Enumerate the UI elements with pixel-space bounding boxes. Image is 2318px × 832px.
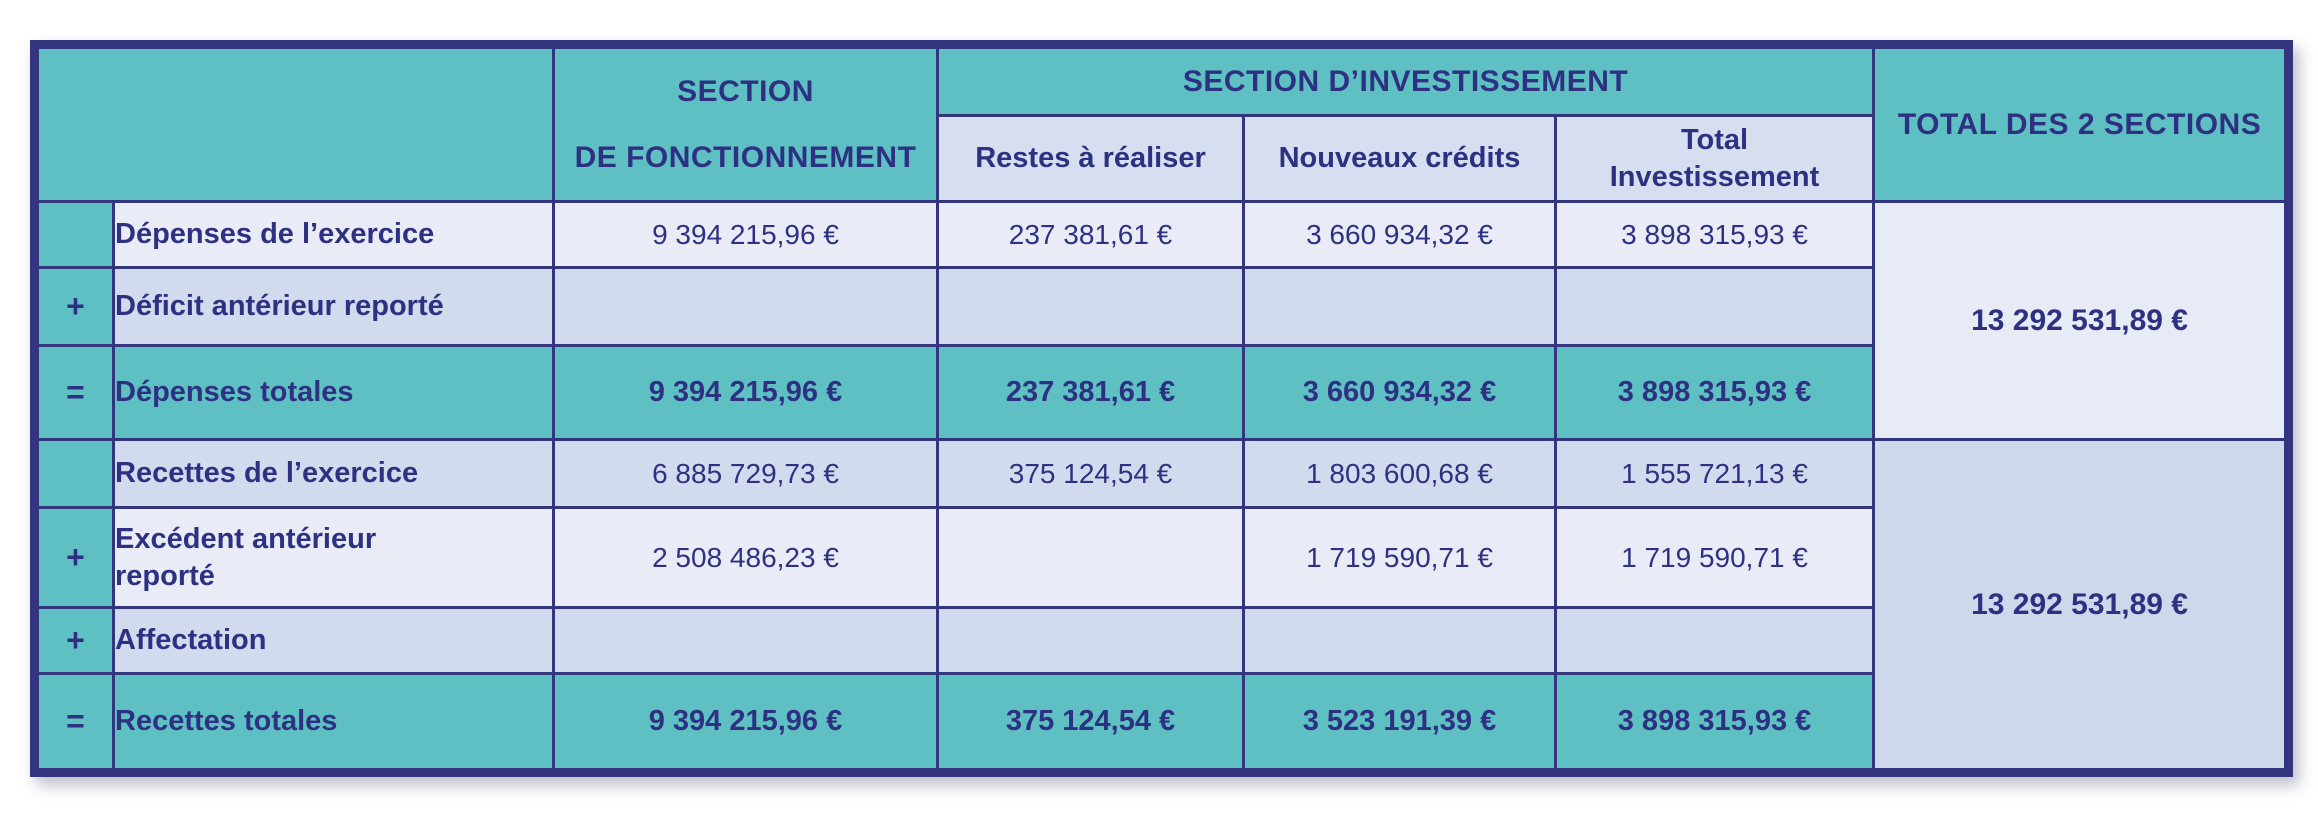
symbol-cell: + bbox=[36, 606, 115, 675]
value-restes bbox=[936, 506, 1245, 609]
value-total-investissement: 3 898 315,93 € bbox=[1553, 200, 1876, 269]
value-total-investissement bbox=[1553, 266, 1876, 347]
value-restes: 237 381,61 € bbox=[936, 200, 1245, 269]
header-fonctionnement-line1: SECTION bbox=[677, 74, 814, 108]
subheader-total-inv-line1: Total bbox=[1680, 124, 1749, 157]
header-empty-cell bbox=[36, 46, 555, 203]
value-fonctionnement bbox=[552, 266, 939, 347]
subheader-total-inv-line2: Investissement bbox=[1609, 160, 1820, 193]
value-fonctionnement: 9 394 215,96 € bbox=[552, 200, 939, 269]
subheader-nouveaux-credits: Nouveaux crédits bbox=[1242, 114, 1557, 203]
value-nouveaux: 3 660 934,32 € bbox=[1242, 200, 1557, 269]
value-fonctionnement bbox=[552, 606, 939, 675]
symbol-cell: + bbox=[36, 266, 115, 347]
header-section-investissement: SECTION D’INVESTISSEMENT bbox=[935, 46, 1876, 117]
value-total-investissement: 1 555 721,13 € bbox=[1553, 438, 1876, 509]
value-restes: 237 381,61 € bbox=[936, 344, 1245, 441]
value-restes: 375 124,54 € bbox=[936, 438, 1245, 509]
table-row: = Recettes totales 9 394 215,96 € 375 12… bbox=[36, 672, 2286, 771]
row-label: Dépenses totales bbox=[112, 344, 555, 441]
value-total-investissement: 3 898 315,93 € bbox=[1553, 672, 1876, 771]
row-label-text: Recettes totales bbox=[115, 705, 338, 738]
value-fonctionnement: 9 394 215,96 € bbox=[552, 344, 939, 441]
table-row: + Excédent antérieur reporté 2 508 486,2… bbox=[36, 506, 2286, 609]
total-recettes-cell: 13 292 531,89 € bbox=[1872, 438, 2288, 771]
table-row: = Dépenses totales 9 394 215,96 € 237 38… bbox=[36, 344, 2286, 441]
value-fonctionnement: 9 394 215,96 € bbox=[552, 672, 939, 771]
value-total-investissement bbox=[1553, 606, 1876, 675]
budget-table: SECTION DE FONCTIONNEMENT SECTION D’INVE… bbox=[36, 46, 2288, 771]
table-row: Recettes de l’exercice 6 885 729,73 € 37… bbox=[36, 438, 2288, 771]
value-nouveaux: 1 803 600,68 € bbox=[1242, 438, 1557, 509]
value-restes bbox=[936, 266, 1245, 347]
value-nouveaux bbox=[1242, 606, 1557, 675]
value-restes bbox=[936, 606, 1245, 675]
value-nouveaux: 3 660 934,32 € bbox=[1242, 344, 1557, 441]
symbol-cell bbox=[36, 438, 115, 509]
subheader-total-investissement: Total Investissement bbox=[1553, 114, 1876, 203]
value-total-investissement: 3 898 315,93 € bbox=[1553, 344, 1876, 441]
value-fonctionnement: 2 508 486,23 € bbox=[552, 506, 939, 609]
row-label: Dépenses de l’exercice bbox=[112, 200, 555, 269]
row-label-text: Excédent antérieur reporté bbox=[115, 523, 377, 592]
row-label-text: Déficit antérieur reporté bbox=[115, 290, 444, 323]
value-nouveaux bbox=[1242, 266, 1557, 347]
symbol-cell: + bbox=[36, 506, 115, 609]
header-total-2-sections: TOTAL DES 2 SECTIONS bbox=[1872, 46, 2288, 203]
row-label-text: Recettes de l’exercice bbox=[115, 457, 419, 490]
row-label: Recettes de l’exercice bbox=[112, 438, 555, 509]
row-label: Excédent antérieur reporté bbox=[112, 506, 555, 609]
table-row: + Affectation bbox=[36, 606, 2286, 675]
row-label: Recettes totales bbox=[112, 672, 555, 771]
symbol-cell: = bbox=[36, 672, 115, 771]
subheader-restes-a-realiser: Restes à réaliser bbox=[936, 114, 1245, 203]
value-fonctionnement: 6 885 729,73 € bbox=[552, 438, 939, 509]
symbol-cell bbox=[36, 200, 115, 269]
row-label-text: Affectation bbox=[115, 624, 267, 657]
table-row: Dépenses de l’exercice 9 394 215,96 € 23… bbox=[36, 200, 2288, 441]
value-restes: 375 124,54 € bbox=[936, 672, 1245, 771]
symbol-cell: = bbox=[36, 344, 115, 441]
header-section-fonctionnement: SECTION DE FONCTIONNEMENT bbox=[552, 46, 939, 203]
value-nouveaux: 3 523 191,39 € bbox=[1242, 672, 1557, 771]
value-total-investissement: 1 719 590,71 € bbox=[1553, 506, 1876, 609]
header-fonctionnement-line2: DE FONCTIONNEMENT bbox=[574, 140, 917, 174]
value-nouveaux: 1 719 590,71 € bbox=[1242, 506, 1557, 609]
row-label: Déficit antérieur reporté bbox=[112, 266, 555, 347]
row-label: Affectation bbox=[112, 606, 555, 675]
row-label-text: Dépenses totales bbox=[115, 376, 354, 409]
budget-results-table: SECTION DE FONCTIONNEMENT SECTION D’INVE… bbox=[30, 40, 2294, 777]
row-label-text: Dépenses de l’exercice bbox=[115, 218, 435, 251]
total-depenses-cell: 13 292 531,89 € bbox=[1872, 200, 2288, 441]
table-row: + Déficit antérieur reporté bbox=[36, 266, 2286, 347]
